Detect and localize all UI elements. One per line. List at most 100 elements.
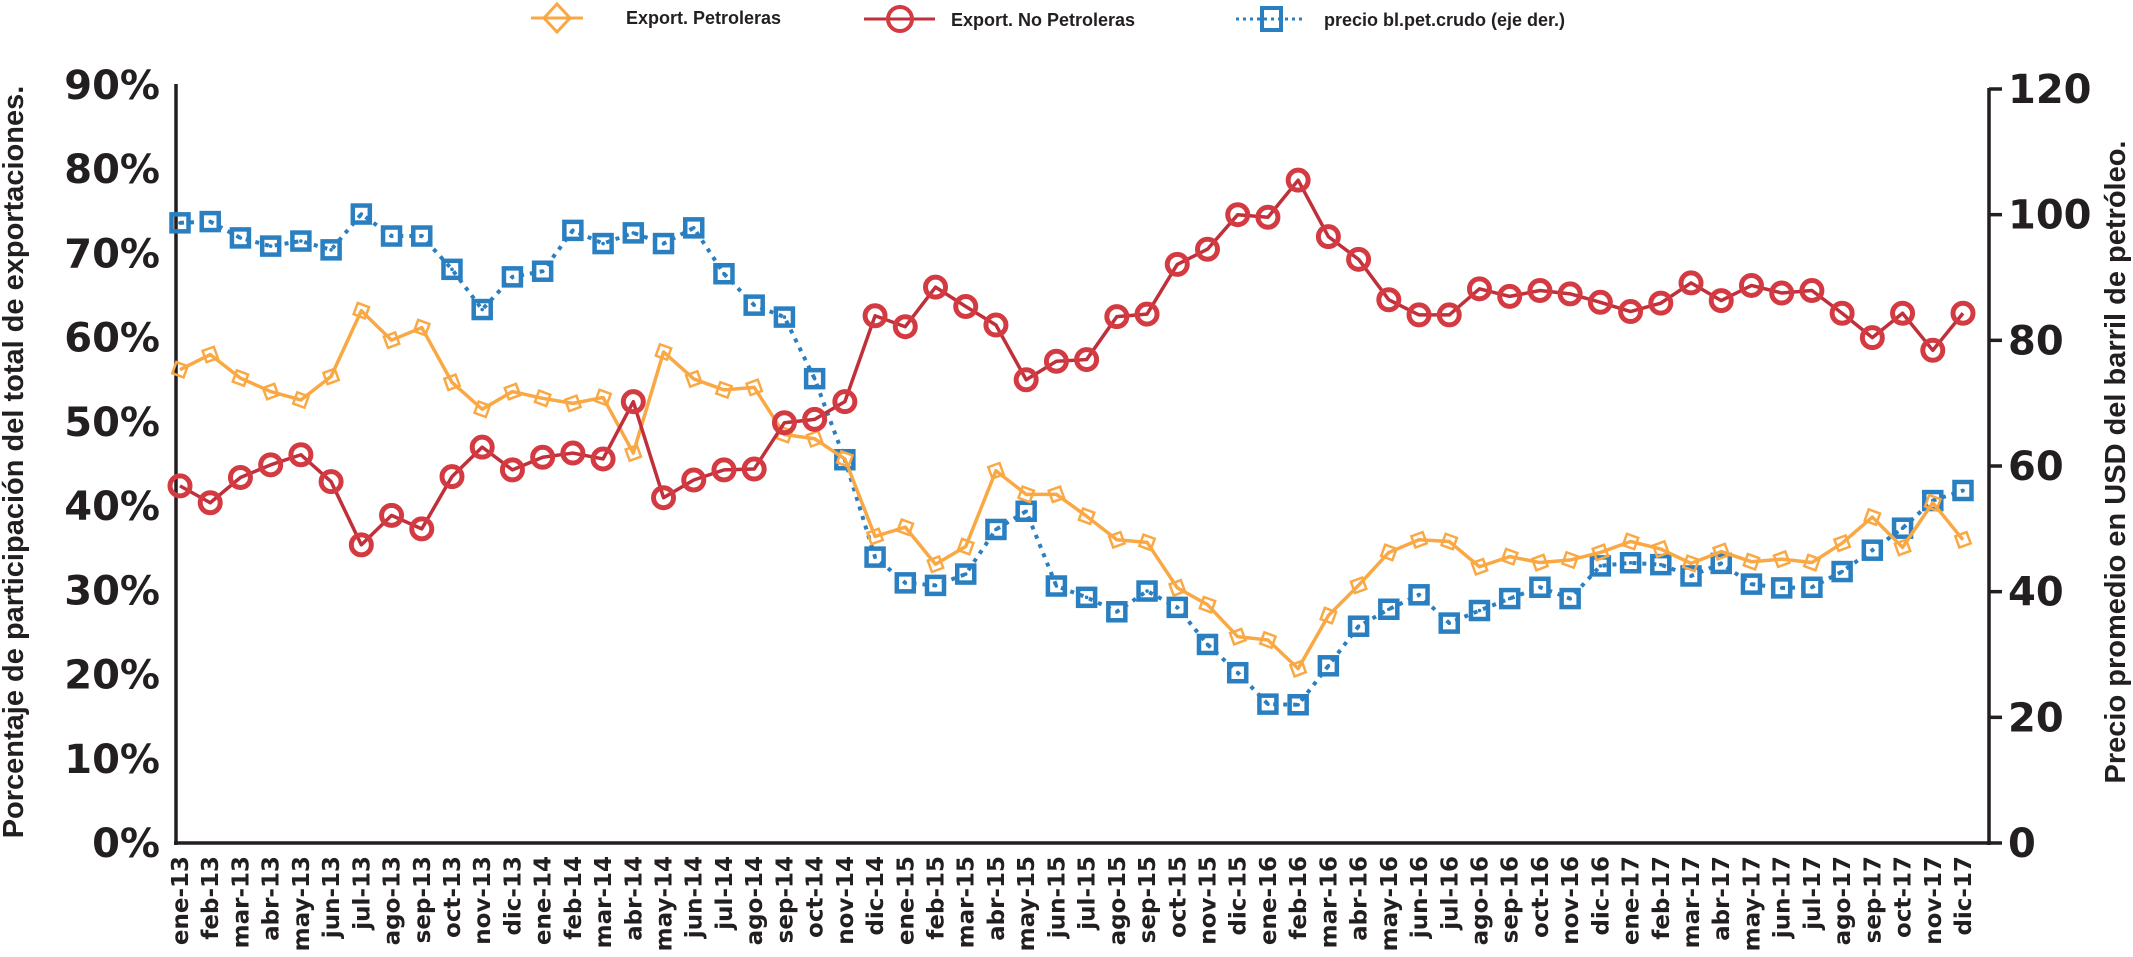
x-tick-label: may-13 [289,856,315,951]
x-tick-label: sep-17 [1860,856,1886,943]
data-point [1648,290,1674,316]
data-point [471,298,493,321]
data-point [1255,204,1281,230]
data-point [713,262,735,285]
data-point-center [1477,608,1482,613]
data-point-center [510,275,515,279]
data-point [1498,587,1521,610]
data-point [1710,552,1732,575]
data-point [1043,348,1069,374]
data-point [954,563,977,585]
data-point [1346,246,1372,272]
data-point-center [571,228,575,233]
data-point [348,532,374,558]
data-point-center [1054,584,1059,588]
data-point [1468,599,1491,622]
data-point [590,446,616,472]
data-point [1738,272,1764,298]
legend: Export. Petroleras Export. No Petroleras… [531,1,1565,35]
x-tick-label: abr-17 [1709,856,1735,941]
data-point-center [1870,548,1875,552]
data-point [321,367,341,386]
data-point-center [1779,586,1784,590]
data-point-center [1145,589,1149,593]
data-point-center [329,248,333,252]
data-point [743,294,765,316]
data-point [622,222,645,244]
data-point-center [1175,605,1180,610]
data-point [1198,595,1217,614]
y-left-tick-label: 80% [64,147,160,193]
data-point [1527,278,1553,304]
data-point [1497,283,1523,309]
data-point [1257,693,1279,715]
x-tick-label: dic-16 [1588,856,1614,936]
series-line [179,212,1964,707]
legend-diamond-icon [541,1,573,35]
data-point [1529,576,1551,599]
x-tick-label: ene-14 [531,856,557,945]
data-point [956,537,976,556]
data-point [531,260,554,282]
data-point [681,467,707,493]
series-layer [167,167,1976,716]
data-point-center [994,527,998,532]
data-point [1742,552,1761,571]
data-point [1408,584,1430,606]
y-right-tick-label: 80 [2008,318,2064,364]
data-point [411,225,433,247]
data-point [442,373,462,392]
data-point-center [782,315,787,319]
x-tick-label: abr-15 [984,856,1010,941]
x-tick-label: sep-15 [1135,856,1161,943]
y-right-tick-label: 60 [2008,444,2064,490]
data-point [654,342,673,362]
data-point-center [661,241,666,246]
data-point [1164,251,1190,277]
data-point [1409,530,1429,550]
data-point [1861,539,1884,561]
x-tick-label: jun-15 [1044,856,1070,939]
legend-item-precio[interactable]: precio bl.pet.crudo (eje der.) [1236,6,1565,32]
x-tick-label: dic-15 [1226,856,1252,936]
data-point [1075,586,1098,609]
data-point [953,294,979,320]
data-point [379,502,405,528]
data-point [1560,550,1580,570]
data-point [1134,301,1160,327]
data-point [530,444,556,470]
x-tick-label: abr-14 [621,856,647,941]
x-tick-label: ago-14 [742,856,768,945]
data-point [865,527,885,546]
y-left-tick-label: 70% [64,231,160,277]
x-tick-label: dic-17 [1951,856,1977,936]
data-point [1557,281,1583,307]
data-point [682,217,705,239]
data-point [1376,287,1402,313]
data-point [231,368,250,388]
data-point [1317,655,1340,677]
data-point [1950,300,1976,326]
data-point [1863,507,1882,527]
data-point [1319,606,1338,625]
data-point [199,210,221,233]
data-point [985,518,1007,541]
data-point [711,457,737,483]
x-tick-label: ene-16 [1256,856,1282,945]
axes [174,84,1991,845]
data-point [834,448,856,471]
data-point [894,572,917,594]
data-point [229,227,252,249]
data-point-center [480,307,485,312]
data-point [441,258,463,281]
data-point [1013,367,1039,393]
legend-item-no-petroleras[interactable]: Export. No Petroleras [864,5,1135,33]
data-point [1045,575,1068,597]
data-point [1708,288,1734,314]
data-point [892,314,918,340]
legend-item-petroleras[interactable]: Export. Petroleras [531,1,781,35]
data-point [983,312,1009,338]
data-point-center [1719,561,1724,566]
data-point [741,456,767,482]
data-point-center [238,236,243,240]
